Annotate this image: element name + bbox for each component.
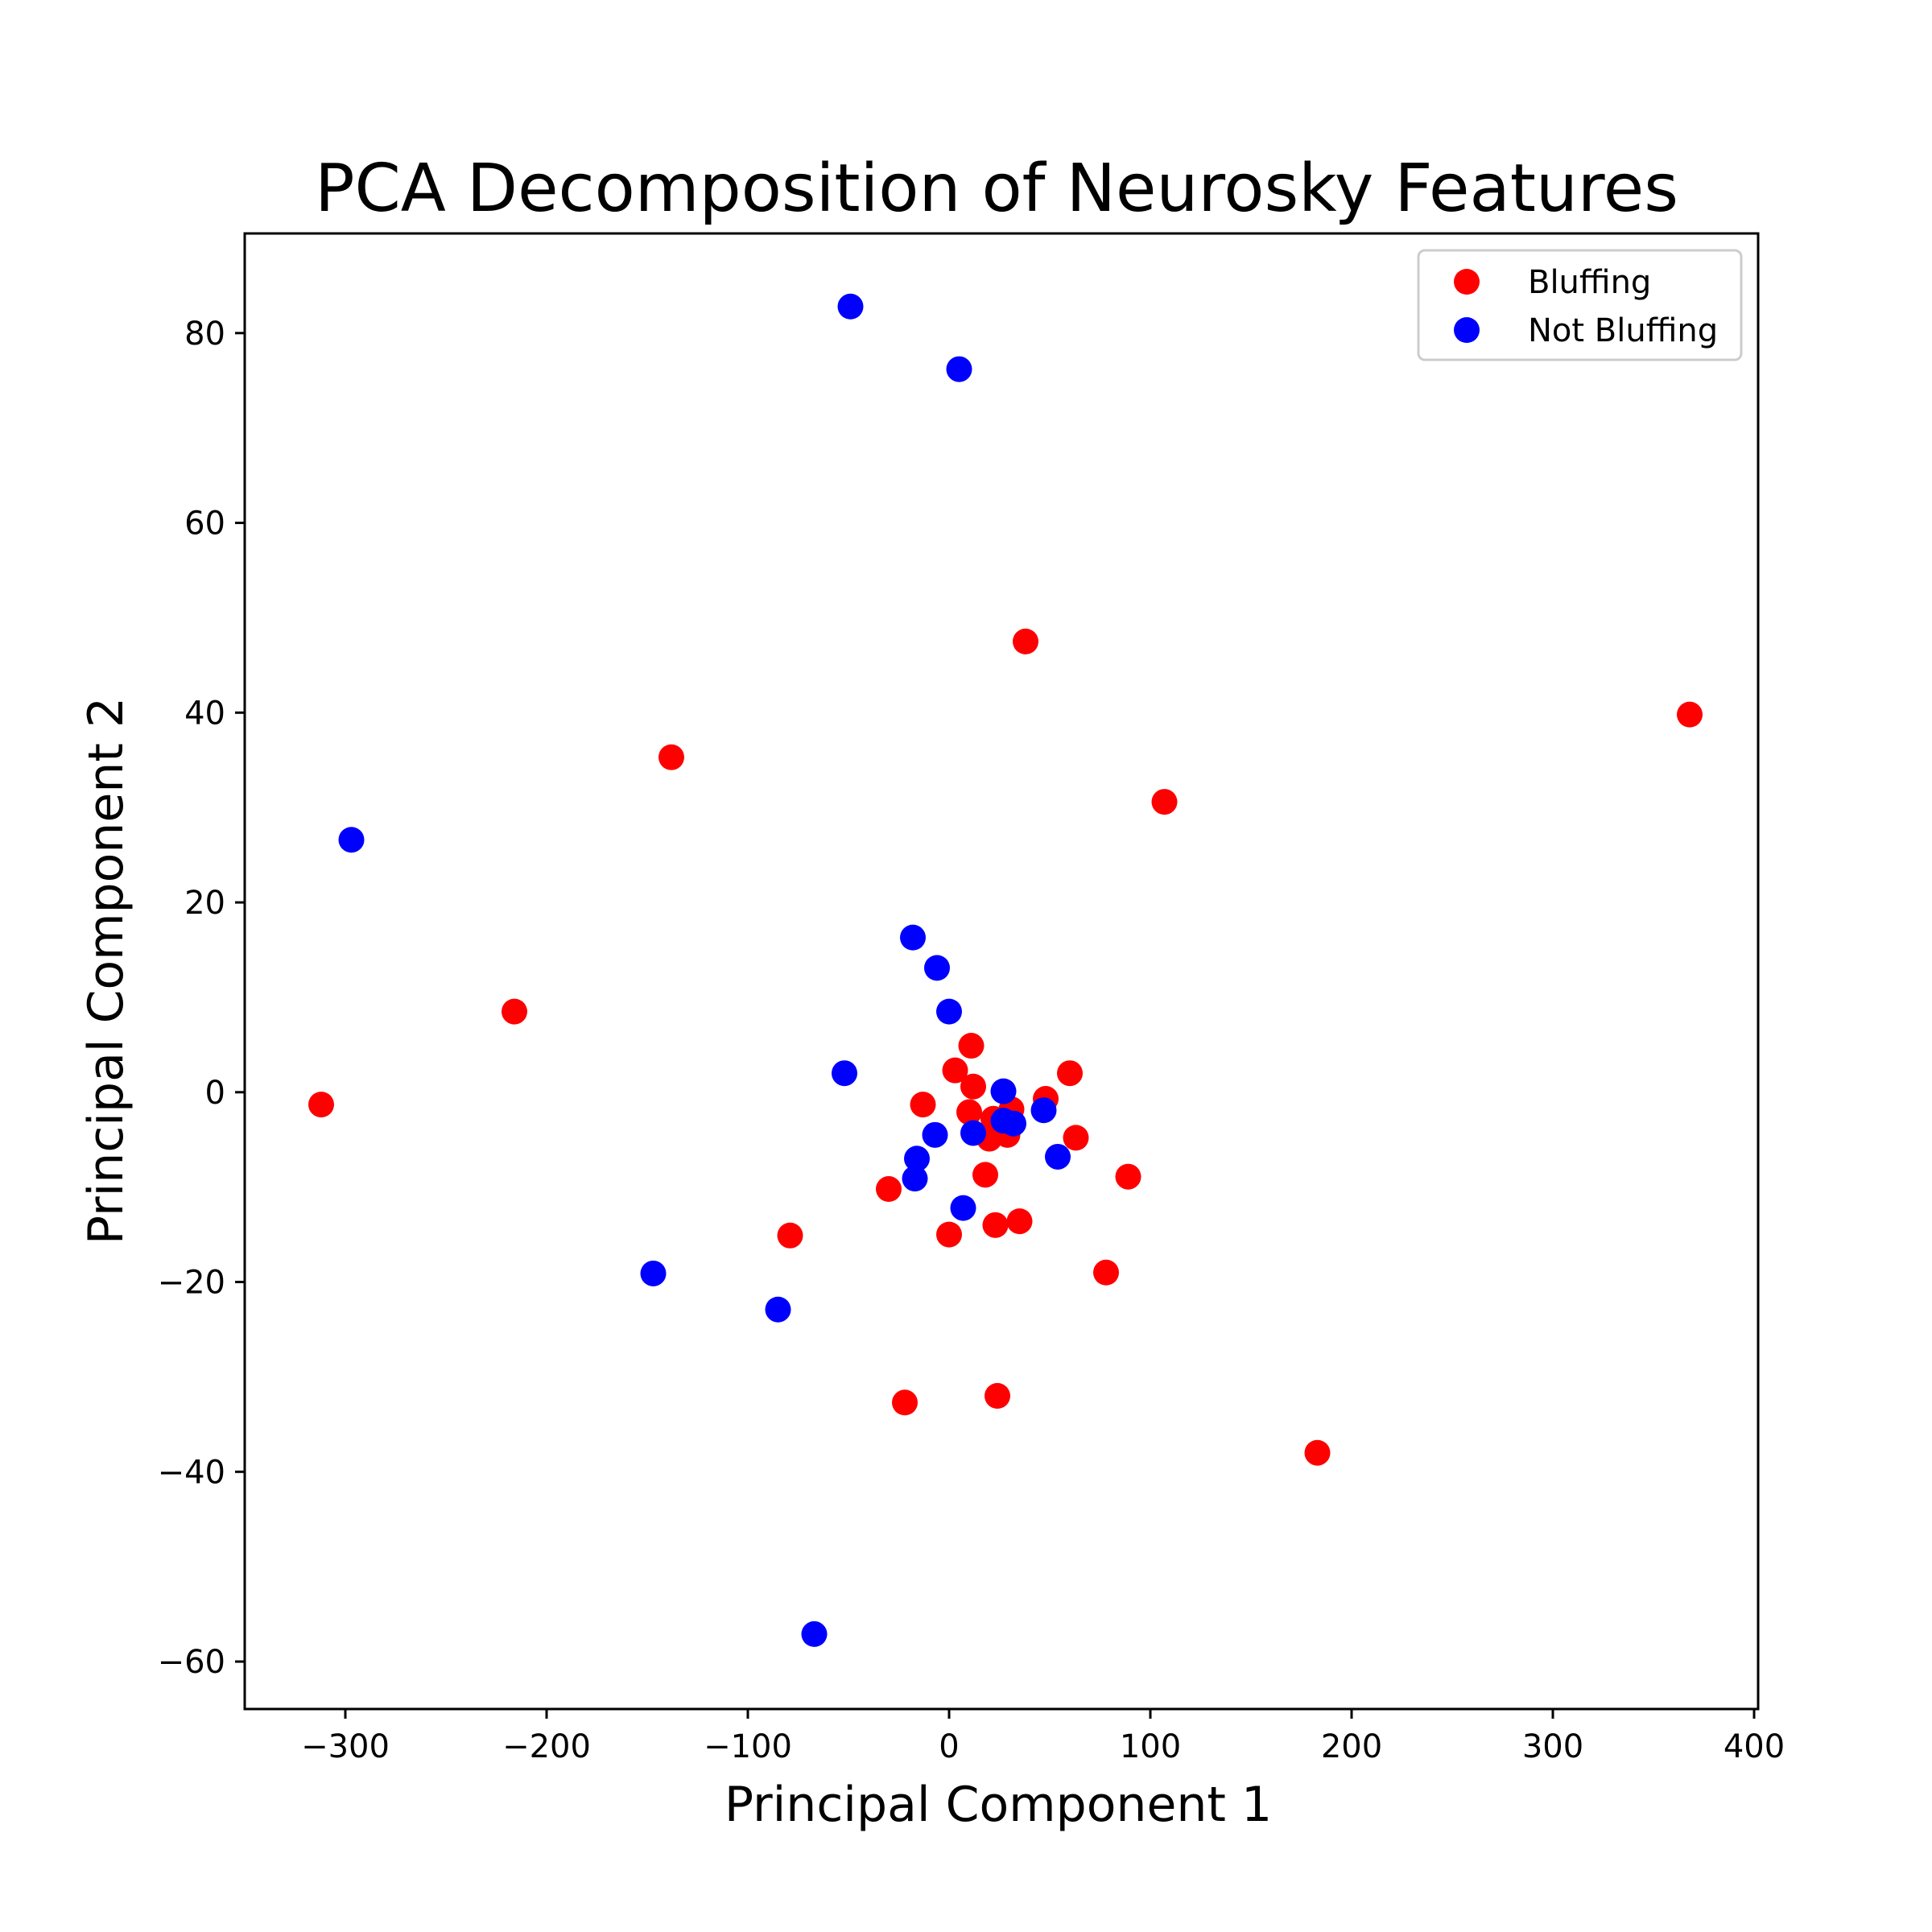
legend-marker-bluffing (1454, 269, 1480, 295)
point-not-bluffing (837, 293, 864, 320)
point-bluffing (1677, 701, 1703, 728)
point-not-bluffing (922, 1121, 948, 1148)
point-bluffing (1006, 1208, 1033, 1235)
chart-title: PCA Decomposition of Neurosky Features (315, 151, 1678, 227)
point-bluffing (892, 1389, 918, 1416)
y-tick-label: 80 (184, 316, 225, 353)
x-axis-label: Principal Component 1 (724, 1777, 1272, 1833)
y-tick-label: −40 (158, 1454, 225, 1491)
point-bluffing (958, 1033, 985, 1059)
x-tick-label: −300 (301, 1728, 390, 1765)
x-tick-label: 0 (939, 1728, 959, 1765)
point-not-bluffing (1030, 1097, 1057, 1124)
y-tick-label: −60 (158, 1644, 225, 1681)
point-not-bluffing (801, 1620, 828, 1647)
y-tick-label: 20 (184, 885, 225, 922)
point-not-bluffing (904, 1146, 930, 1172)
point-not-bluffing (1045, 1143, 1071, 1170)
point-bluffing (1304, 1439, 1331, 1466)
y-tick-label: −20 (158, 1265, 225, 1302)
point-bluffing (876, 1176, 902, 1203)
point-bluffing (658, 744, 684, 770)
legend-label-bluffing: Bluffing (1528, 264, 1651, 301)
y-axis-label: Principal Component 2 (78, 697, 134, 1245)
point-not-bluffing (990, 1078, 1017, 1104)
point-bluffing (1013, 628, 1038, 654)
point-bluffing (777, 1222, 803, 1249)
plot-frame (243, 232, 1760, 1711)
x-tick-label: 200 (1321, 1728, 1382, 1765)
point-not-bluffing (338, 827, 365, 853)
y-tick-label: 0 (205, 1075, 225, 1112)
point-bluffing (942, 1057, 968, 1084)
point-not-bluffing (950, 1195, 976, 1221)
point-not-bluffing (960, 1120, 986, 1146)
data-points (308, 293, 1703, 1647)
x-tick-label: 300 (1522, 1728, 1583, 1765)
point-not-bluffing (924, 955, 950, 981)
point-bluffing (956, 1099, 982, 1125)
y-tick-label: 40 (184, 695, 225, 732)
legend-box (1417, 249, 1743, 361)
y-axis: −60 −40 −20 0 20 40 60 80 (158, 316, 245, 1681)
point-not-bluffing (936, 998, 962, 1025)
point-not-bluffing (902, 1166, 928, 1192)
point-bluffing (1063, 1125, 1089, 1151)
point-not-bluffing (946, 356, 972, 382)
point-bluffing (972, 1162, 998, 1188)
x-tick-label: −100 (704, 1728, 792, 1765)
point-bluffing (502, 998, 527, 1025)
legend: Bluffing Not Bluffing (1417, 249, 1743, 361)
x-tick-label: 100 (1120, 1728, 1181, 1765)
point-bluffing (308, 1092, 334, 1118)
point-bluffing (985, 1383, 1010, 1410)
point-not-bluffing (1001, 1110, 1026, 1137)
point-not-bluffing (640, 1260, 667, 1286)
point-bluffing (1115, 1163, 1141, 1190)
x-tick-label: −200 (502, 1728, 591, 1765)
point-not-bluffing (765, 1296, 791, 1323)
point-not-bluffing (832, 1060, 857, 1087)
point-bluffing (1057, 1060, 1083, 1087)
point-bluffing (936, 1221, 962, 1248)
legend-marker-not-bluffing (1454, 317, 1480, 343)
point-bluffing (1093, 1259, 1119, 1286)
point-bluffing (1151, 789, 1178, 815)
point-bluffing (960, 1073, 986, 1100)
point-bluffing (910, 1092, 936, 1118)
point-not-bluffing (900, 924, 926, 951)
x-axis: −300 −200 −100 0 100 200 300 400 (301, 1709, 1785, 1765)
y-tick-label: 60 (184, 506, 225, 543)
legend-label-not-bluffing: Not Bluffing (1528, 312, 1718, 349)
x-tick-label: 400 (1724, 1728, 1785, 1765)
point-bluffing (982, 1212, 1009, 1238)
